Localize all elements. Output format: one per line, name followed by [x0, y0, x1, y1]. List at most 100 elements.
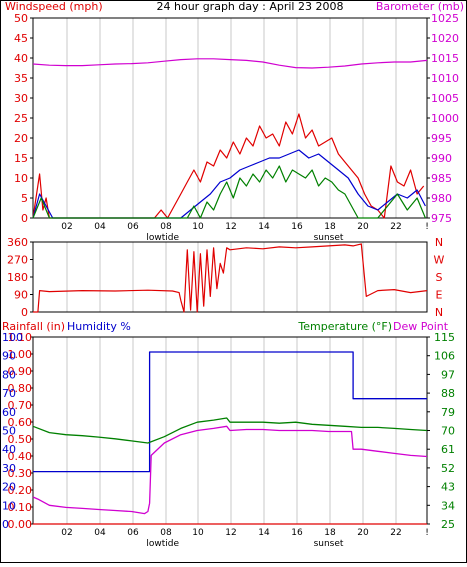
humidity-y-tick-label: 100	[2, 331, 23, 344]
climate-x-tick-label: 20	[357, 528, 369, 538]
barometer-y-tick-label: 975	[431, 212, 452, 225]
windspeed-y-tick-label: 10	[14, 172, 28, 185]
rainfall-y-tick-label: 0.90	[8, 365, 33, 378]
windspeed-y-tick-label: 25	[14, 112, 28, 125]
humidity-y-tick-label: 60	[2, 406, 16, 419]
climate-x-tick-label: 08	[160, 528, 172, 538]
windspeed-y-tick-label: 5	[21, 192, 28, 205]
rainfall-y-tick-label: 0.50	[8, 433, 33, 446]
temperature-y-tick-label: 34	[441, 499, 455, 512]
direction-y-tick-label: 90	[14, 289, 28, 302]
compass-label: E	[436, 289, 443, 302]
dewpoint-axis-title: Dew Point	[393, 320, 449, 333]
rainfall-y-tick-label: 0.10	[8, 501, 33, 514]
windspeed-y-tick-label: 0	[21, 212, 28, 225]
humidity-y-tick-label: 90	[2, 350, 16, 363]
windspeed-y-tick-label: 50	[14, 12, 28, 25]
wind-x-tick-label: 20	[357, 222, 369, 232]
humidity-y-tick-label: 70	[2, 387, 16, 400]
wind-sunset-marker: sunset	[314, 233, 344, 243]
humidity-y-tick-label: 0	[2, 518, 9, 531]
temperature-axis-title: Temperature (°F)	[297, 320, 392, 333]
temperature-y-tick-label: 61	[441, 443, 455, 456]
temperature-y-tick-label: 106	[434, 350, 455, 363]
barometer-y-tick-label: 1010	[431, 72, 459, 85]
direction-y-tick-label: 360	[7, 236, 28, 249]
rainfall-y-tick-label: 1.10	[8, 331, 33, 344]
barometer-y-tick-label: 995	[431, 132, 452, 145]
barometer-y-tick-label: 1015	[431, 52, 459, 65]
barometer-y-tick-label: 1020	[431, 32, 459, 45]
compass-label: N	[435, 306, 443, 319]
wind-x-tick-label: 14	[258, 222, 270, 232]
barometer-y-tick-label: 985	[431, 172, 452, 185]
windspeed-y-tick-label: 15	[14, 152, 28, 165]
barometer-axis-title: Barometer (mb)	[376, 0, 464, 13]
temperature-line	[32, 417, 428, 444]
wind-x-tick-label: 06	[127, 222, 139, 232]
wind-direction-line	[33, 243, 428, 313]
rainfall-y-tick-label: 0.40	[8, 450, 33, 463]
humidity-y-tick-label: 30	[2, 462, 16, 475]
windspeed-y-tick-label: 30	[14, 92, 28, 105]
wind-low-line	[32, 165, 426, 219]
rainfall-y-tick-label: 1.00	[8, 348, 33, 361]
wind-x-tick-label: 22	[390, 222, 401, 232]
wind-x-tick-label: 02	[61, 222, 72, 232]
climate-lowtide-marker: lowtide	[146, 539, 179, 549]
compass-label: W	[434, 254, 445, 267]
windspeed-y-tick-label: 20	[14, 132, 28, 145]
direction-y-tick-label: 180	[7, 271, 28, 284]
wind-x-tick-label: 12	[225, 222, 236, 232]
temperature-y-tick-label: 115	[434, 331, 455, 344]
direction-y-tick-label: 0	[21, 306, 28, 319]
dew-point-line	[32, 425, 428, 515]
rainfall-y-tick-label: 0.00	[8, 518, 33, 531]
rainfall-y-tick-label: 0.30	[8, 467, 33, 480]
barometer-line	[32, 58, 428, 69]
climate-x-tick-label: 10	[192, 528, 204, 538]
temperature-y-tick-label: 88	[441, 387, 455, 400]
climate-x-tick-label: 06	[127, 528, 139, 538]
climate-x-tick-label: 12	[225, 528, 236, 538]
temperature-y-tick-label: 52	[441, 462, 455, 475]
rainfall-y-tick-label: 0.20	[8, 484, 33, 497]
climate-x-tick-label: 02	[61, 528, 72, 538]
windspeed-y-tick-label: 35	[14, 72, 28, 85]
compass-label: S	[436, 271, 443, 284]
compass-label: N	[435, 236, 443, 249]
chart-title: 24 hour graph day : April 23 2008	[157, 0, 344, 13]
temperature-y-tick-label: 97	[441, 368, 455, 381]
rainfall-axis-title: Rainfall (in)	[2, 320, 65, 333]
climate-x-tick-label: 22	[390, 528, 401, 538]
climate-x-tick-label: 18	[324, 528, 336, 538]
humidity-y-tick-label: 20	[2, 481, 16, 494]
temperature-y-tick-label: 79	[441, 406, 455, 419]
windspeed-axis-title: Windspeed (mph)	[5, 0, 103, 13]
climate-x-tick-label: !	[425, 528, 429, 538]
barometer-y-tick-label: 980	[431, 192, 452, 205]
rainfall-y-tick-label: 0.70	[8, 399, 33, 412]
barometer-y-tick-label: 1025	[431, 12, 459, 25]
windspeed-y-tick-label: 40	[14, 52, 28, 65]
humidity-axis-title: Humidity %	[67, 320, 131, 333]
wind-x-tick-label: 08	[160, 222, 172, 232]
barometer-y-tick-label: 1005	[431, 92, 459, 105]
windspeed-y-tick-label: 45	[14, 32, 28, 45]
rainfall-y-tick-label: 0.60	[8, 416, 33, 429]
climate-sunset-marker: sunset	[314, 539, 344, 549]
temperature-y-tick-label: 25	[441, 518, 455, 531]
direction-y-tick-label: 270	[7, 254, 28, 267]
wind-x-tick-label: 16	[291, 222, 303, 232]
rainfall-y-tick-label: 0.80	[8, 382, 33, 395]
barometer-y-tick-label: 1000	[431, 112, 459, 125]
wind-x-tick-label: 04	[94, 222, 106, 232]
wind-lowtide-marker: lowtide	[146, 233, 179, 243]
climate-x-tick-label: 04	[94, 528, 106, 538]
temperature-y-tick-label: 70	[441, 425, 455, 438]
climate-x-tick-label: 14	[258, 528, 270, 538]
